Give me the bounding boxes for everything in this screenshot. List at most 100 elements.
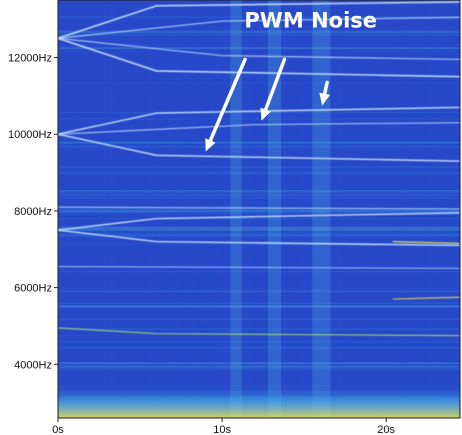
texture-stripe [58, 165, 460, 169]
texture-column [255, 0, 257, 418]
texture-column [78, 0, 81, 418]
texture-stripe [58, 340, 460, 342]
x-tick-label: 10s [213, 424, 231, 435]
texture-stripe [58, 242, 460, 246]
texture-stripe [58, 213, 460, 215]
texture-stripe [58, 193, 460, 197]
texture-stripe [58, 302, 460, 304]
harmonic-line [58, 327, 460, 337]
texture-stripe [58, 347, 460, 349]
texture-stripe [58, 186, 460, 188]
texture-stripe [58, 142, 460, 145]
texture-column [209, 0, 213, 418]
texture-stripe [58, 145, 460, 148]
texture-column [265, 0, 269, 418]
x-tick-label: 20s [377, 424, 395, 435]
texture-stripe [58, 70, 460, 73]
texture-stripe [58, 279, 460, 281]
texture-stripe [58, 33, 460, 36]
annotation-arrow-head [205, 138, 216, 152]
texture-stripe [58, 361, 460, 365]
texture-stripe [58, 218, 460, 220]
texture-stripe [58, 193, 460, 196]
texture-column [144, 0, 147, 418]
pwm-noise-bands [230, 0, 331, 418]
texture-stripe [58, 328, 460, 331]
texture-stripe [58, 143, 460, 146]
annotation-label: PWM Noise [244, 9, 377, 33]
y-tick-label: 12000Hz [8, 53, 52, 65]
y-tick-label: 8000Hz [14, 206, 52, 218]
harmonic-line [58, 122, 460, 135]
texture-stripe [58, 141, 460, 145]
texture-stripe [58, 44, 460, 46]
y-tick-label: 6000Hz [14, 283, 52, 295]
texture-stripe [58, 111, 460, 114]
annotation-arrow-head [260, 107, 271, 121]
texture-column [307, 0, 309, 418]
harmonic-line [58, 37, 460, 78]
texture-column [235, 0, 237, 418]
texture-column [120, 0, 123, 418]
texture-stripe [58, 137, 460, 140]
texture-column [281, 0, 284, 418]
texture-stripe [58, 173, 460, 175]
texture-stripe [58, 318, 460, 321]
texture-column [183, 0, 187, 418]
harmonic-line [58, 229, 460, 247]
texture-stripe [58, 30, 460, 34]
texture-column [212, 0, 214, 418]
texture-stripe [58, 232, 460, 234]
texture-column [155, 0, 158, 418]
annotation-arrow-head [319, 92, 331, 106]
texture-stripe [58, 171, 460, 174]
texture-column [226, 0, 229, 418]
texture-column [196, 0, 198, 418]
x-axis: 0s 10s 20s [52, 418, 396, 435]
harmonic-line [58, 37, 460, 61]
harmonic-line [58, 133, 460, 162]
pwm-noise-band [268, 0, 282, 418]
texture-column [180, 0, 183, 418]
texture-column [305, 0, 308, 418]
texture-stripe [58, 208, 460, 211]
texture-column [107, 0, 109, 418]
texture-stripe [58, 189, 460, 191]
texture-stripe [58, 341, 460, 343]
harmonic-lines [58, 1, 460, 337]
plot-frame [57, 0, 461, 419]
texture-stripe [58, 226, 460, 230]
texture-stripe [58, 234, 460, 237]
texture-stripe [58, 234, 460, 237]
texture-stripe [58, 141, 460, 144]
texture-stripe [58, 334, 460, 336]
texture-stripe [58, 157, 460, 159]
pwm-noise-band [312, 0, 331, 418]
harmonic-line [58, 212, 460, 231]
texture-stripe [58, 47, 460, 50]
texture-column [117, 0, 119, 418]
texture-stripe [58, 361, 460, 364]
harmonic-line [58, 106, 460, 135]
texture-stripe [58, 302, 460, 305]
texture-stripe [58, 367, 460, 371]
pwm-noise-band [230, 0, 242, 418]
texture-stripe [58, 365, 460, 369]
texture-column [206, 0, 209, 418]
texture-column [297, 0, 299, 418]
harmonic-line [392, 240, 460, 245]
plot-area [58, 0, 460, 418]
texture-stripe [58, 306, 460, 308]
texture-column [275, 0, 277, 418]
texture-stripe [58, 346, 460, 349]
texture-stripe [58, 18, 460, 21]
x-tick-label: 0s [52, 424, 64, 435]
texture-stripe [58, 190, 460, 193]
texture-column [270, 0, 274, 418]
texture-stripe [58, 364, 460, 368]
texture-stripe [58, 344, 460, 348]
low-frequency-energy [58, 387, 460, 418]
texture-column [189, 0, 192, 418]
texture-column [199, 0, 201, 418]
